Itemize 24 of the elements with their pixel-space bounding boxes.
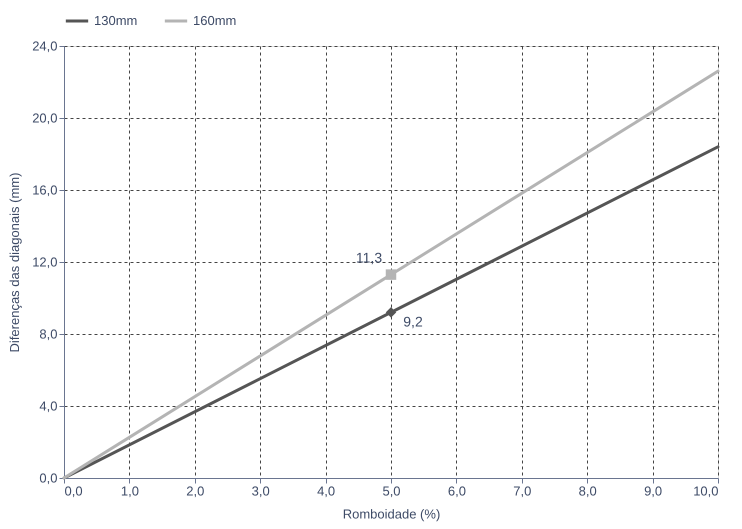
x-tick-label: 5,0 [382, 484, 401, 498]
y-tick-label: 8,0 [39, 326, 58, 342]
x-tick-label: 2,0 [186, 484, 204, 498]
y-tick-label: 16,0 [32, 182, 58, 198]
y-axis-title: Diferenças das diagonais (mm) [7, 172, 22, 352]
legend-label: 160mm [193, 13, 236, 28]
x-axis-title: Romboidade (%) [342, 506, 440, 522]
x-tick-label: 8,0 [578, 484, 597, 498]
y-tick-label: 20,0 [32, 110, 58, 126]
x-tick-label: 10,0 [693, 484, 718, 498]
y-tick-label: 12,0 [32, 254, 58, 270]
annotation: 9,2 [403, 313, 423, 330]
x-tick-label: 0,0 [64, 484, 83, 498]
x-tick-label: 3,0 [252, 484, 270, 498]
y-tick-label: 0,0 [39, 470, 58, 486]
x-tick-label: 4,0 [317, 484, 336, 498]
y-tick-label: 4,0 [39, 398, 58, 414]
y-tick-label: 24,0 [32, 38, 58, 54]
legend-label: 130mm [94, 13, 138, 28]
x-tick-label: 1,0 [120, 484, 139, 498]
x-tick-label: 7,0 [513, 484, 532, 498]
annotation: 11,3 [356, 250, 382, 266]
x-tick-label: 6,0 [448, 484, 466, 498]
x-tick-label: 9,0 [644, 484, 662, 498]
